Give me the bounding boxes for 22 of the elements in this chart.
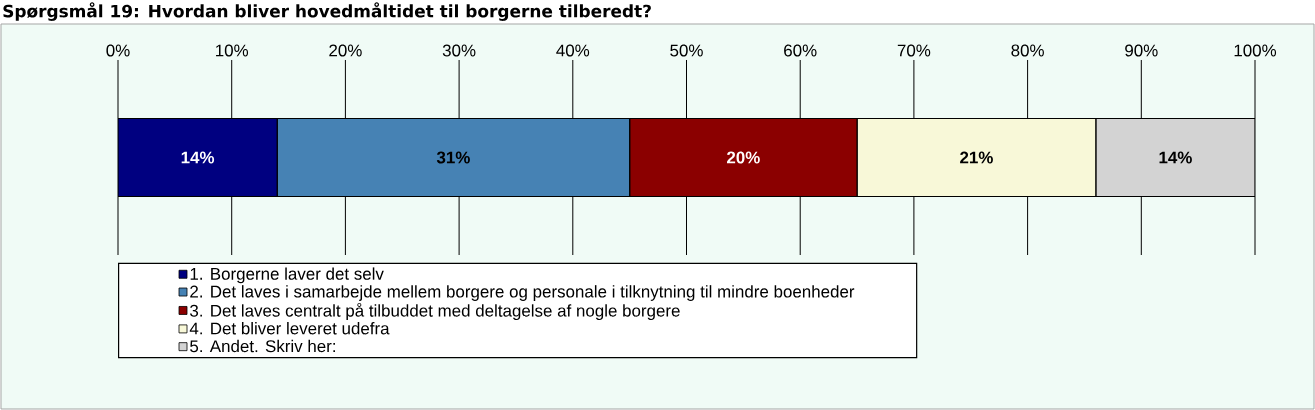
x-tick-label: 50% xyxy=(670,44,703,57)
x-tick-label: 60% xyxy=(784,44,817,57)
data-label: 31% xyxy=(436,151,470,164)
legend-label: 1. Borgerne laver det selv xyxy=(190,267,384,284)
legend-label: 2. Det laves i samarbejde mellem borgere og personale i tilknytning til mindre boenheder xyxy=(190,285,855,301)
data-label: 20% xyxy=(727,151,760,164)
legend-label: 4. Det bliver leveret udefra xyxy=(189,322,390,335)
data-label: 21% xyxy=(960,151,993,164)
x-tick-label: 90% xyxy=(1125,44,1158,57)
legend-label: 5. Andet. Skriv her: xyxy=(190,339,335,353)
x-tick-label: 20% xyxy=(329,44,362,57)
x-tick-label: 10% xyxy=(216,44,249,57)
chart-title: Spørgsmål 19: Hvordan bliver hovedmåltidet til borgerne tilberedt? xyxy=(3,2,651,21)
x-tick-label: 100% xyxy=(1234,44,1277,57)
x-tick-label: 0% xyxy=(106,44,130,57)
legend-label: 3. Det laves centralt på tilbuddet med deltagelse af nogle borgere xyxy=(190,302,680,321)
x-tick-label: 30% xyxy=(442,44,476,57)
x-tick-label: 70% xyxy=(897,44,931,57)
x-tick-label: 40% xyxy=(556,44,590,57)
x-tick-label: 80% xyxy=(1011,44,1044,57)
data-label: 14% xyxy=(181,151,215,164)
data-label: 14% xyxy=(1159,151,1192,164)
